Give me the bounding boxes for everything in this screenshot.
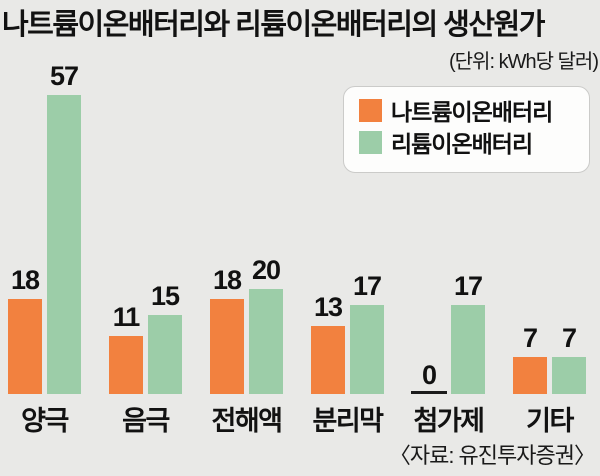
value-label-lithium-4: 17 bbox=[352, 271, 382, 301]
category-label-2: 음극 bbox=[122, 406, 170, 436]
value-label-lithium-1: 57 bbox=[49, 61, 79, 91]
chart-legend: 나트륨이온배터리 리튬이온배터리 bbox=[343, 86, 590, 173]
category-label-6: 기타 bbox=[526, 406, 574, 436]
bar-sodium-2: 11 bbox=[109, 304, 143, 394]
value-label-lithium-6: 7 bbox=[561, 323, 577, 353]
bar-group-5: 0 17 첨가제 bbox=[411, 94, 485, 436]
value-label-sodium-6: 7 bbox=[522, 323, 538, 353]
bar-group-2: 11 15 음극 bbox=[109, 94, 182, 436]
legend-label-lithium: 리튬이온배터리 bbox=[391, 131, 533, 157]
category-label-4: 분리막 bbox=[312, 406, 384, 436]
category-label-1: 양극 bbox=[21, 406, 69, 436]
value-label-sodium-3: 18 bbox=[212, 265, 242, 295]
bar-sodium-4: 13 bbox=[311, 294, 345, 394]
value-label-lithium-5: 17 bbox=[453, 271, 483, 301]
legend-item-lithium: 리튬이온배터리 bbox=[359, 127, 589, 157]
bar-group-1: 18 57 양극 bbox=[8, 63, 81, 436]
category-label-3: 전해액 bbox=[211, 406, 283, 436]
bar-lithium-3: 20 bbox=[249, 257, 283, 394]
bar-group-4: 13 17 분리막 bbox=[311, 94, 384, 436]
bar-lithium-5: 17 bbox=[451, 273, 485, 394]
bar-group-6: 7 7 기타 bbox=[513, 94, 586, 436]
zero-value-line bbox=[411, 391, 447, 394]
bar-lithium-2: 15 bbox=[148, 283, 182, 394]
bar-sodium-1: 18 bbox=[8, 267, 42, 394]
value-label-lithium-2: 15 bbox=[150, 281, 180, 311]
bar-lithium-1: 57 bbox=[47, 63, 81, 394]
legend-item-sodium: 나트륨이온배터리 bbox=[359, 95, 589, 125]
bar-group-3: 18 20 전해액 bbox=[210, 94, 283, 436]
page-title: 나트륨이온배터리와 리튬이온배터리의 생산원가 bbox=[2, 9, 545, 41]
value-label-lithium-3: 20 bbox=[251, 255, 281, 285]
category-label-5: 첨가제 bbox=[413, 406, 485, 436]
source-label: 〈자료: 유진투자증권〉 bbox=[388, 443, 596, 468]
value-label-sodium-5: 0 bbox=[421, 360, 437, 390]
sodium-swatch-icon bbox=[359, 98, 382, 122]
bar-lithium-6: 7 bbox=[552, 325, 586, 394]
bar-sodium-3: 18 bbox=[210, 267, 244, 394]
bar-lithium-4: 17 bbox=[350, 273, 384, 394]
value-label-sodium-4: 13 bbox=[313, 292, 343, 322]
legend-label-sodium: 나트륨이온배터리 bbox=[391, 99, 553, 125]
value-label-sodium-2: 11 bbox=[112, 302, 141, 332]
bar-sodium-6: 7 bbox=[513, 325, 547, 394]
lithium-swatch-icon bbox=[359, 130, 382, 154]
value-label-sodium-1: 18 bbox=[10, 265, 40, 295]
unit-label: (단위: kWh당 달러) bbox=[449, 51, 599, 73]
bar-chart: 18 57 양극 11 15 음극 18 20 전해액 13 17 분리막 0 17 첨가제 7 7 기타 bbox=[8, 63, 586, 436]
